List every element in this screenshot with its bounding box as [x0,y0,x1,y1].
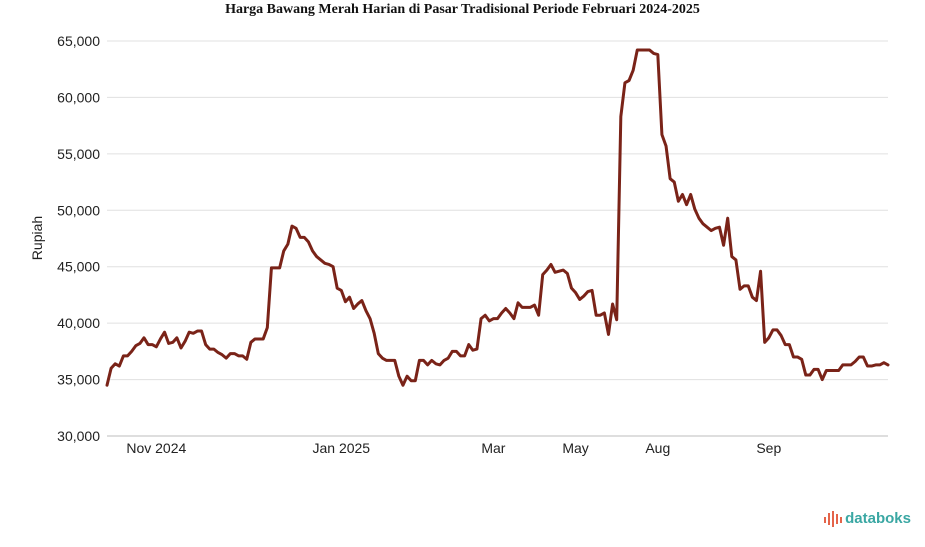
y-tick-label: 55,000 [57,146,100,162]
x-tick-label: Aug [645,440,670,456]
databoks-logo-icon [824,510,843,527]
y-axis-ticks: 30,000 35,000 40,000 45,000 50,000 55,000 60,0… [57,33,100,444]
y-tick-label: 60,000 [57,89,100,105]
y-tick-label: 45,000 [57,259,100,275]
x-tick-label: Mar [481,440,505,456]
brand-name: databoks [845,510,911,527]
chart-title: Harga Bawang Merah Harian di Pasar Tradi… [225,2,700,17]
y-axis-label: Rupiah [29,216,45,260]
y-tick-label: 35,000 [57,372,100,388]
brand-logo: databoks [824,510,911,527]
x-tick-label: Nov 2024 [126,440,186,456]
x-tick-label: Sep [756,440,781,456]
x-axis-ticks: Nov 2024 Jan 2025 Mar May Aug Sep [126,440,781,456]
y-tick-label: 50,000 [57,202,100,218]
y-tick-label: 30,000 [57,428,100,444]
y-tick-label: 65,000 [57,33,100,49]
gridlines [107,40,888,437]
x-tick-label: Jan 2025 [312,440,370,456]
series-line [105,48,890,387]
y-tick-label: 40,000 [57,315,100,331]
x-tick-label: May [562,440,588,456]
